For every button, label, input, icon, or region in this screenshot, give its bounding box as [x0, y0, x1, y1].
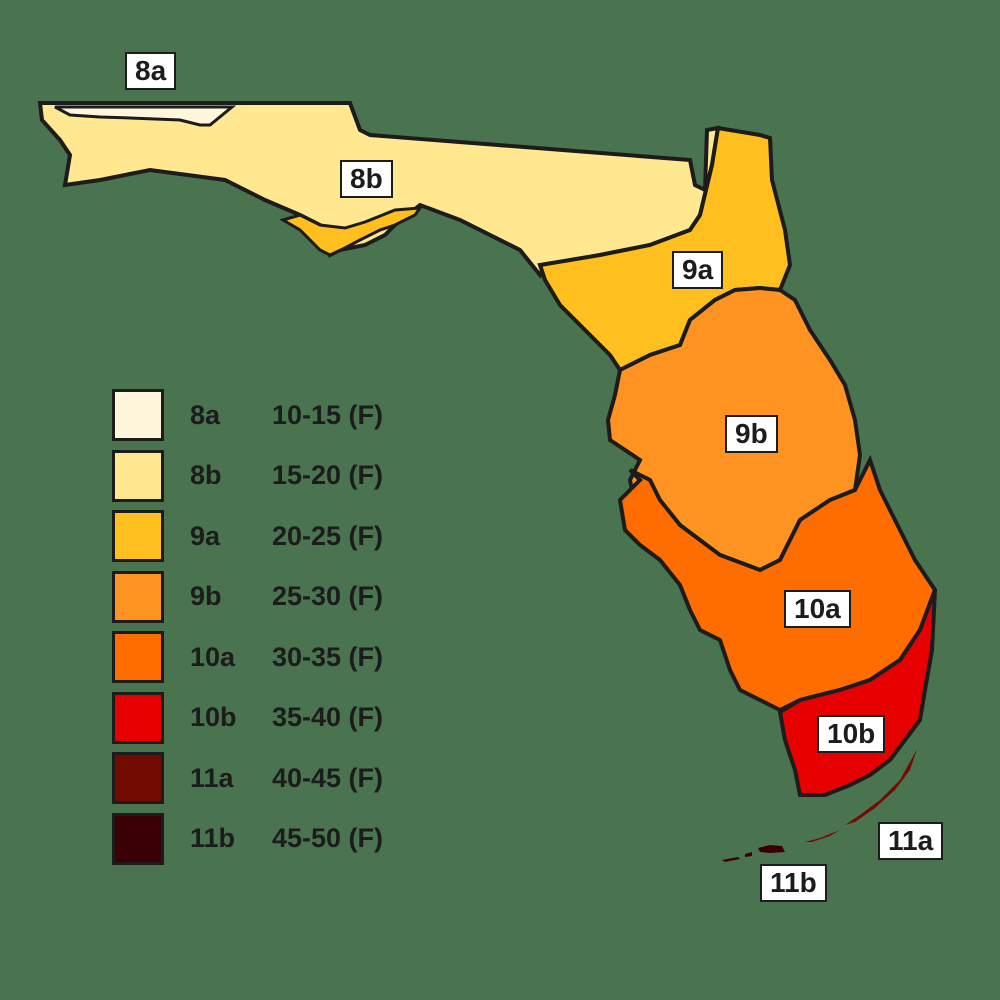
legend-swatch-8b: [112, 449, 164, 502]
zone-label-8b: 8b: [340, 160, 393, 198]
legend-zone: 9b: [190, 581, 222, 612]
legend-swatch-8a: [112, 389, 164, 442]
legend-range: 25-30 (F): [272, 581, 384, 612]
legend-zone: 10a: [190, 641, 236, 672]
legend-zone: 8a: [190, 399, 221, 430]
legend-zone: 11a: [190, 762, 234, 793]
legend-swatch-9b: [112, 570, 164, 623]
legend-row-9b: 9b 25-30 (F): [112, 567, 383, 628]
legend-range: 30-35 (F): [272, 641, 384, 672]
legend-row-11b: 11b 45-50 (F): [112, 809, 383, 870]
legend-row-11a: 11a 40-45 (F): [112, 748, 383, 809]
legend-zone: 10b: [190, 702, 237, 733]
legend-range: 40-45 (F): [272, 762, 384, 793]
zone-label-10b: 10b: [817, 715, 886, 753]
zone-8a-region: [54, 105, 237, 127]
zone-label-11a: 11a: [878, 822, 944, 860]
zone-9a-coast: [279, 206, 424, 257]
legend-zone: 8b: [190, 460, 222, 491]
legend-row-8a: 8a 10-15 (F): [112, 385, 383, 446]
legend-row-9a: 9a 20-25 (F): [112, 506, 383, 567]
legend-swatch-10a: [112, 631, 164, 684]
legend-swatch-9a: [112, 510, 164, 563]
legend: 8a 10-15 (F) 8b 15-20 (F) 9a 20-25 (F) 9…: [112, 385, 383, 869]
zone-label-8a: 8a: [125, 52, 177, 90]
legend-row-10a: 10a 30-35 (F): [112, 627, 383, 688]
legend-row-8b: 8b 15-20 (F): [112, 446, 383, 507]
legend-swatch-11b: [112, 812, 164, 865]
legend-zone: 9a: [190, 520, 221, 551]
legend-zone: 11b: [190, 823, 236, 854]
zone-label-11b: 11b: [760, 864, 827, 902]
legend-range: 45-50 (F): [272, 823, 384, 854]
legend-range: 35-40 (F): [272, 702, 384, 733]
zone-label-9b: 9b: [725, 415, 778, 453]
legend-range: 20-25 (F): [272, 520, 384, 551]
zone-label-10a: 10a: [784, 590, 851, 628]
legend-swatch-10b: [112, 691, 164, 744]
zone-11a-keys-west: [805, 830, 840, 842]
legend-row-10b: 10b 35-40 (F): [112, 688, 383, 749]
legend-swatch-11a: [112, 752, 164, 805]
zone-11b-keys: [722, 845, 785, 862]
zone-label-9a: 9a: [672, 251, 724, 289]
legend-range: 10-15 (F): [272, 399, 384, 430]
legend-range: 15-20 (F): [272, 460, 384, 491]
